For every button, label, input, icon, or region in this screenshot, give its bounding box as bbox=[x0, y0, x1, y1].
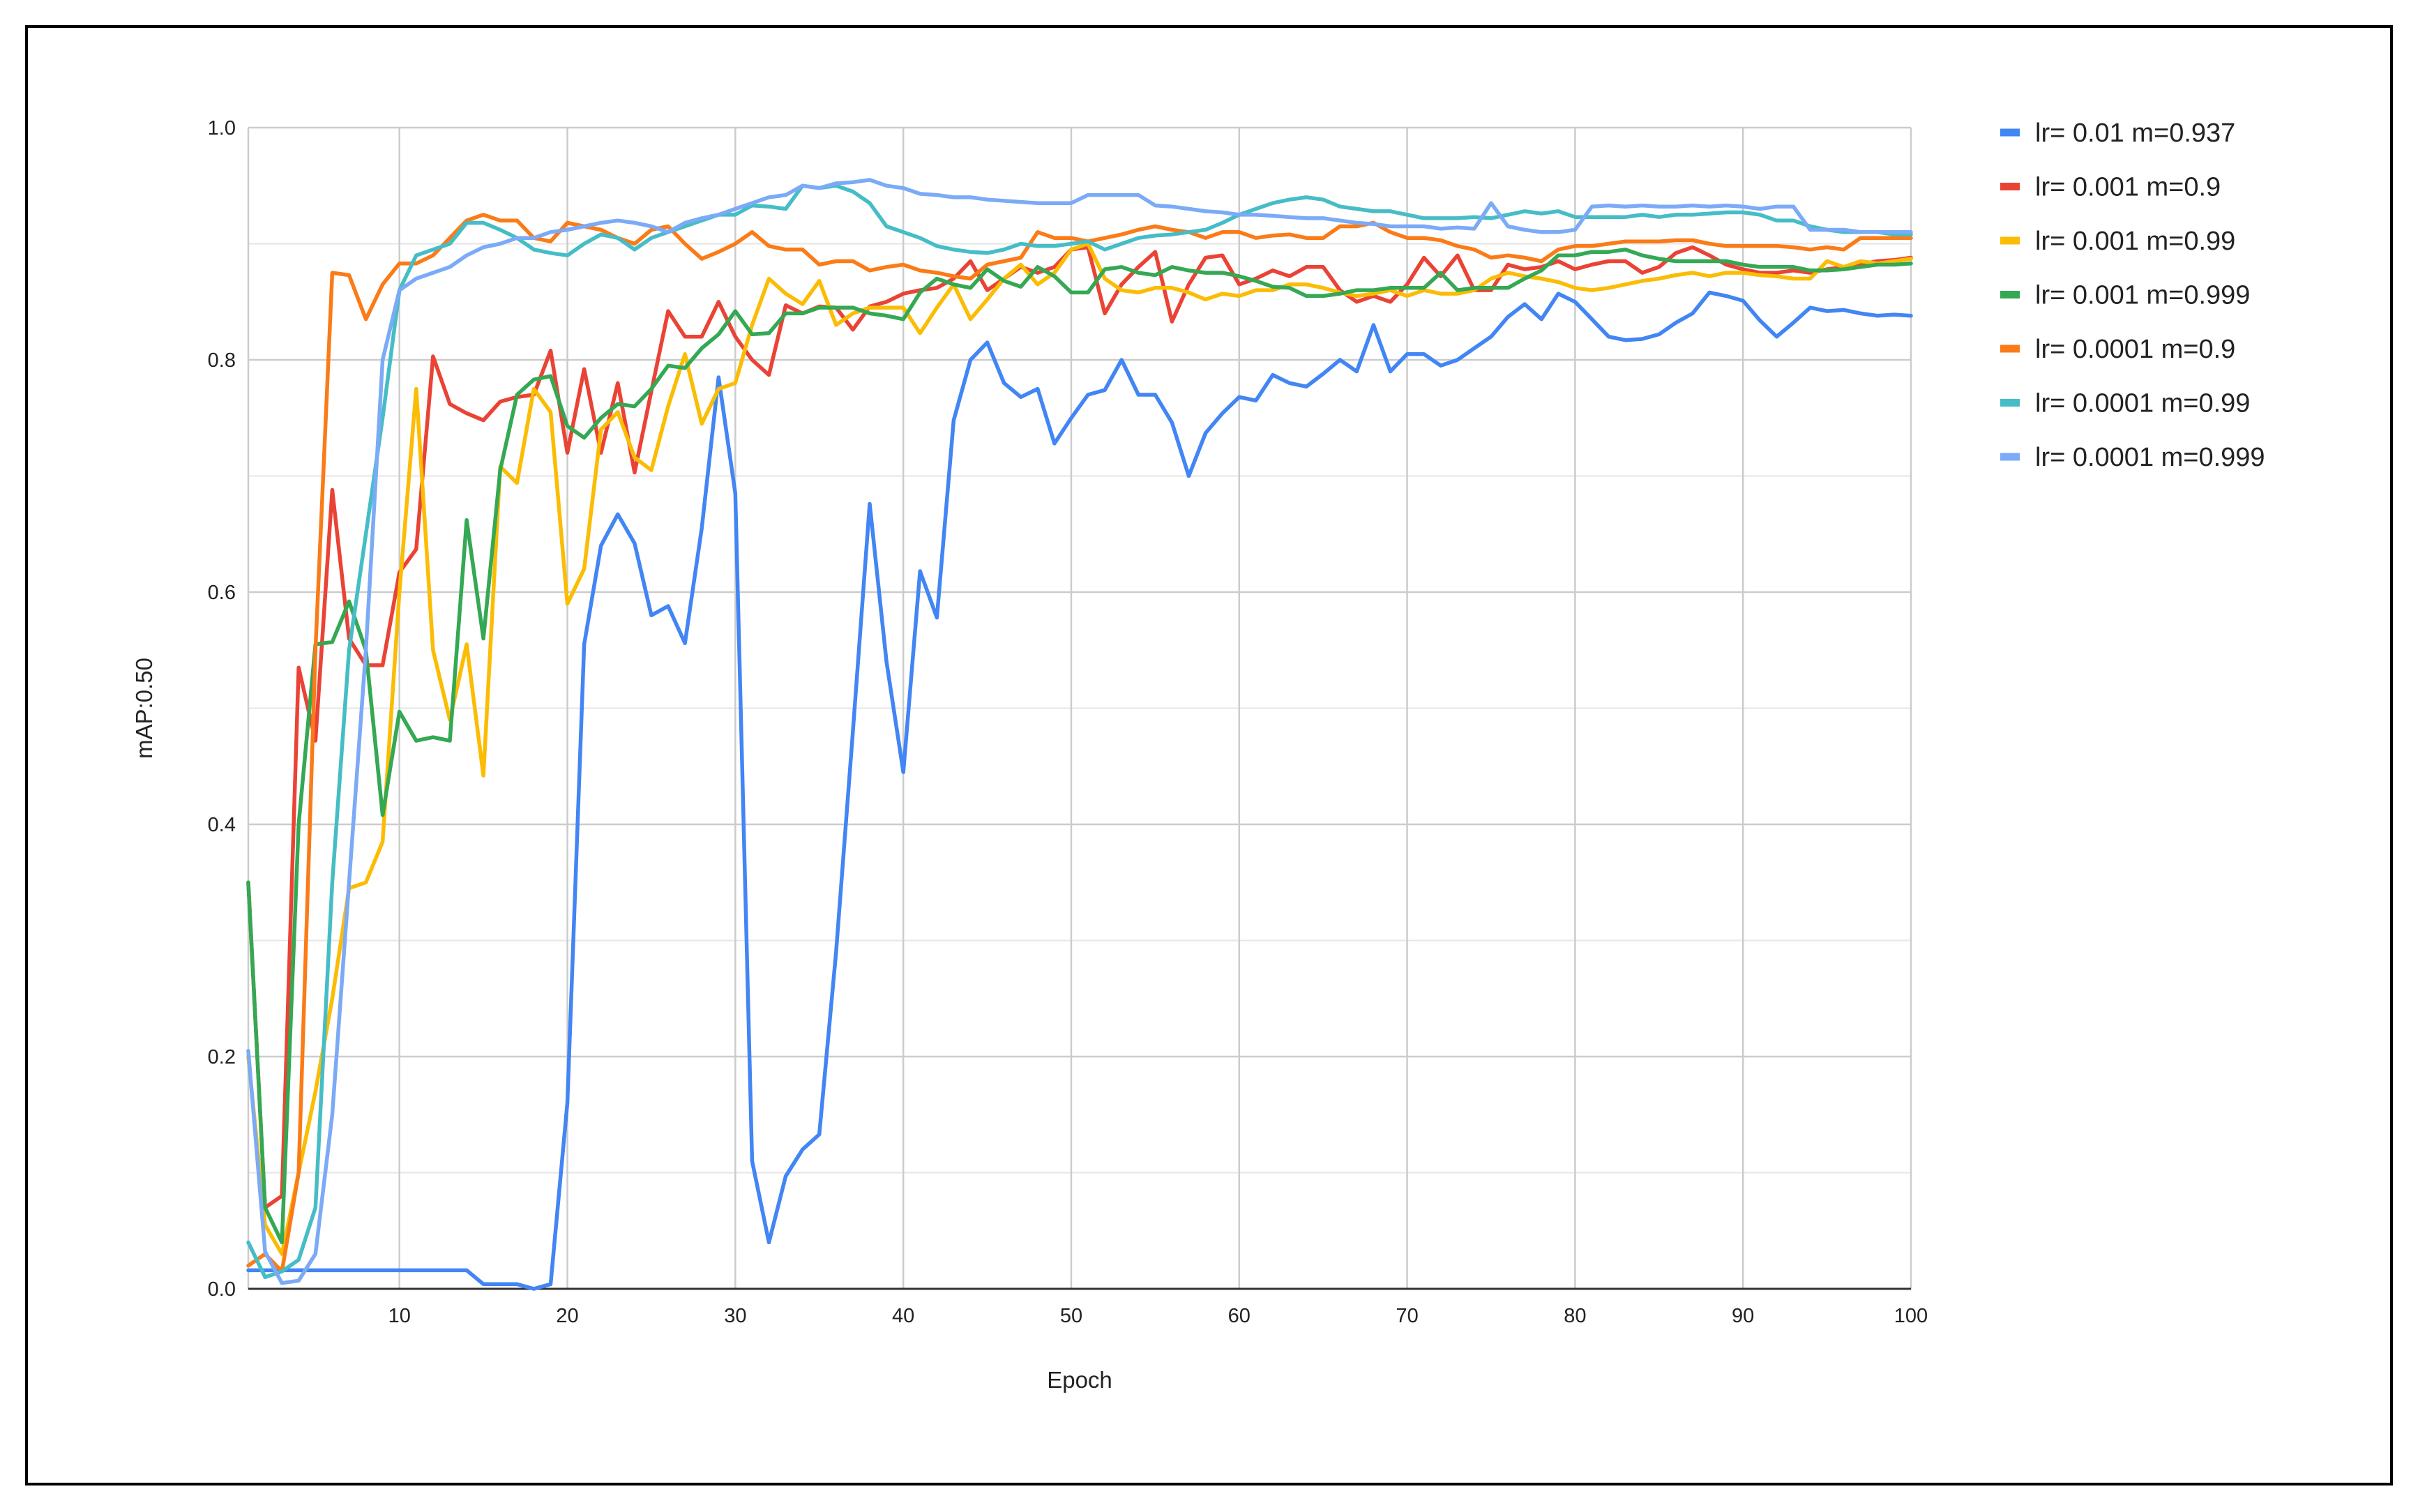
legend-label: lr= 0.0001 m=0.999 bbox=[2035, 443, 2265, 472]
series-line-6 bbox=[246, 183, 1913, 1280]
chart-frame bbox=[25, 25, 2393, 1485]
series-line-3 bbox=[246, 241, 1913, 1256]
y-tick-label: 1.0 bbox=[208, 117, 236, 139]
x-tick-label: 100 bbox=[1894, 1305, 1928, 1327]
series-line-4 bbox=[246, 248, 1913, 1245]
legend-label: lr= 0.001 m=0.999 bbox=[2035, 281, 2250, 310]
series-line-5 bbox=[246, 213, 1913, 1273]
legend: lr= 0.01 m=0.937 lr= 0.001 m=0.9 lr= 0.001… bbox=[2000, 119, 2265, 472]
x-tick-label: 10 bbox=[388, 1305, 411, 1327]
x-tick-label: 30 bbox=[724, 1305, 746, 1327]
legend-label: lr= 0.001 m=0.99 bbox=[2035, 227, 2235, 256]
series-line-2 bbox=[246, 245, 1913, 1210]
x-tick-label: 60 bbox=[1228, 1305, 1250, 1327]
series-lines bbox=[246, 178, 1913, 1291]
legend-label: lr= 0.01 m=0.937 bbox=[2035, 119, 2235, 148]
x-tick-label: 90 bbox=[1732, 1305, 1754, 1327]
legend-label: lr= 0.0001 m=0.9 bbox=[2035, 335, 2235, 364]
x-tick-label: 50 bbox=[1060, 1305, 1082, 1327]
legend-label: lr= 0.001 m=0.9 bbox=[2035, 173, 2221, 202]
x-tick-label: 40 bbox=[892, 1305, 914, 1327]
x-tick-label: 70 bbox=[1396, 1305, 1418, 1327]
legend-label: lr= 0.0001 m=0.99 bbox=[2035, 389, 2250, 418]
tick-labels: 0.0 0.2 0.4 0.6 0.8 1.0 10 20 30 40 50 60 70 80 90 100 bbox=[208, 117, 1928, 1327]
y-tick-label: 0.8 bbox=[208, 349, 236, 372]
gridlines bbox=[247, 126, 1912, 1289]
series-line-7 bbox=[246, 178, 1913, 1285]
y-axis-title: mAP:0.50 bbox=[131, 658, 157, 759]
y-tick-label: 0.2 bbox=[208, 1046, 236, 1068]
y-tick-label: 0.6 bbox=[208, 582, 236, 604]
y-tick-label: 0.0 bbox=[208, 1278, 236, 1301]
series-line-1 bbox=[246, 290, 1913, 1291]
x-tick-label: 20 bbox=[556, 1305, 578, 1327]
x-tick-label: 80 bbox=[1564, 1305, 1586, 1327]
y-tick-label: 0.4 bbox=[208, 814, 236, 836]
x-axis-title: Epoch bbox=[1047, 1367, 1112, 1393]
